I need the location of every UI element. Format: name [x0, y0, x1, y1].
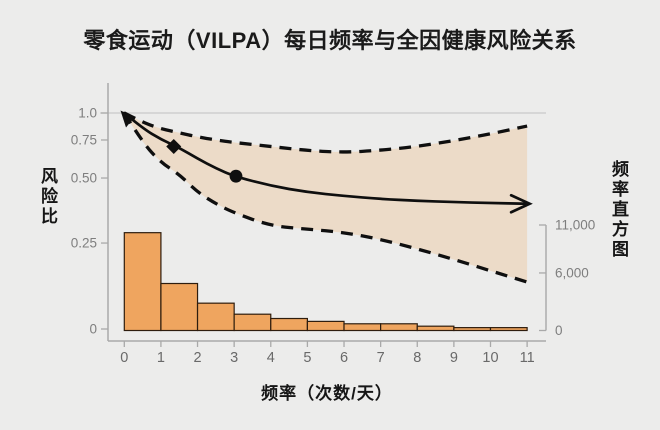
x-axis-tick-label: 7	[377, 350, 385, 366]
risk-axis-tick-label: 0.50	[71, 171, 97, 186]
histogram-bar	[489, 327, 528, 332]
risk-axis-tick-label: 0	[89, 322, 97, 337]
histogram-bar	[123, 232, 162, 332]
histogram-bar	[196, 302, 235, 332]
histogram-bar	[306, 320, 345, 332]
circle-marker	[229, 169, 243, 183]
risk-axis-tick-label: 0.25	[71, 236, 97, 251]
x-axis-tick-label: 0	[120, 350, 128, 366]
x-axis-tick-label: 11	[520, 350, 535, 366]
histogram-bar	[270, 317, 308, 332]
x-axis-label: 频率（次数/天）	[261, 384, 393, 403]
x-axis-tick-label: 2	[194, 350, 202, 366]
x-axis-tick-label: 4	[267, 350, 275, 366]
x-axis-tick-label: 5	[303, 350, 311, 366]
histogram-axis-tick-label: 6,000	[555, 265, 589, 280]
x-axis-tick-label: 10	[482, 350, 498, 366]
histogram-bar	[453, 327, 492, 332]
lower-confidence-curve	[122, 112, 528, 284]
x-axis-tick-label: 3	[230, 350, 238, 366]
histogram-axis-tick-label: 0	[555, 323, 563, 338]
curve-start-arrowhead	[120, 110, 135, 128]
histogram-bar	[416, 325, 455, 332]
histogram-bar	[160, 282, 199, 332]
histogram-bar	[380, 323, 418, 332]
confidence-band	[124, 113, 528, 283]
x-axis-tick-label: 1	[157, 350, 165, 366]
histogram-bar	[233, 313, 272, 332]
upper-confidence-curve	[123, 111, 528, 154]
histogram-axis-tick-label: 11,000	[555, 218, 595, 233]
histogram-bar	[343, 323, 382, 332]
x-axis-tick-label: 9	[450, 350, 458, 366]
y-axis-label-risk-ratio: 风险比	[38, 167, 57, 227]
y-axis-label-histogram: 频率直方图	[609, 160, 628, 260]
diamond-marker	[166, 138, 182, 154]
risk-axis-tick-label: 0.75	[71, 132, 97, 147]
x-axis-tick-label: 8	[413, 350, 421, 366]
risk-axis-tick-label: 1.0	[78, 106, 97, 121]
curve-end-arrowhead	[509, 193, 533, 214]
x-axis-tick-label: 6	[340, 350, 348, 366]
chart-title: 零食运动（VILPA）每日频率与全因健康风险关系	[83, 28, 577, 53]
